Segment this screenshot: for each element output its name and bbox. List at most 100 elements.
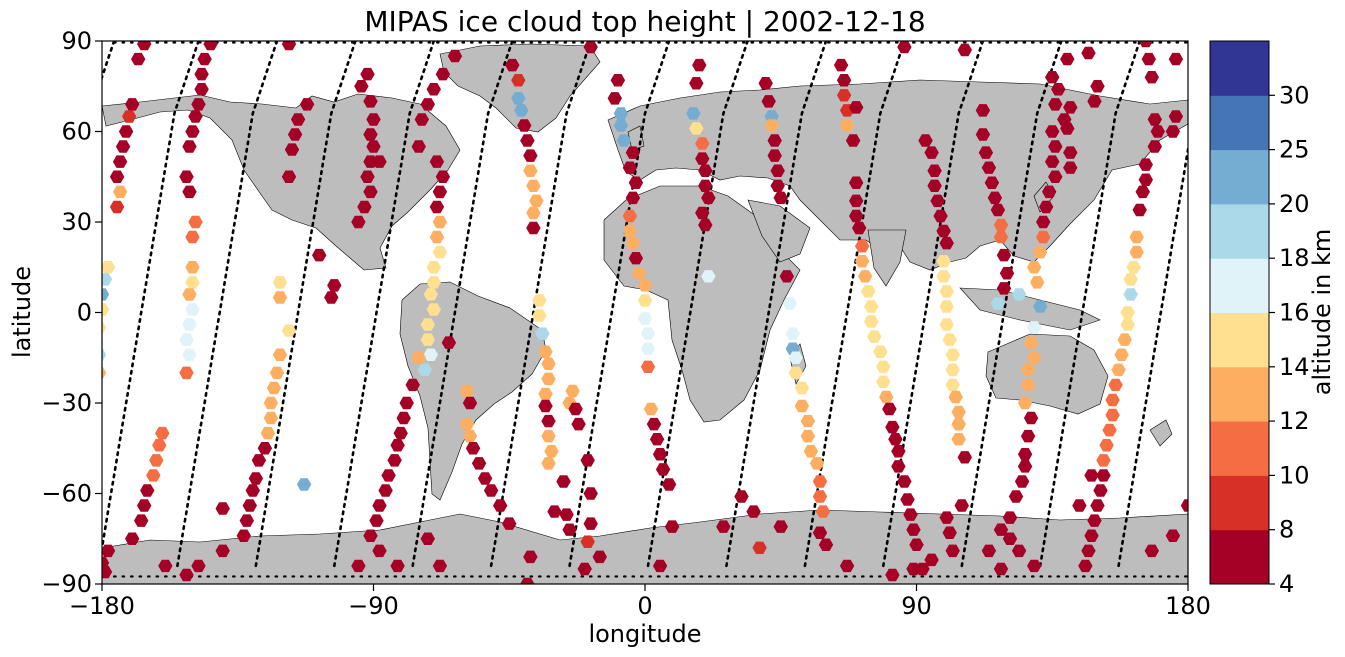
cloud-marker bbox=[182, 185, 197, 199]
cloud-marker bbox=[933, 209, 948, 223]
cloud-marker bbox=[661, 478, 677, 491]
cloud-marker bbox=[948, 390, 963, 404]
y-axis-label: latitude bbox=[8, 266, 36, 358]
cloud-marker bbox=[990, 203, 1006, 217]
cloud-marker bbox=[263, 411, 279, 425]
cloud-marker bbox=[372, 155, 387, 168]
plot-area bbox=[101, 40, 1189, 585]
cloud-marker bbox=[185, 261, 200, 274]
cloud-marker bbox=[1036, 215, 1051, 229]
cloud-marker bbox=[1090, 80, 1105, 93]
cloud-marker bbox=[523, 550, 538, 564]
cloud-marker bbox=[836, 74, 852, 87]
cloud-marker bbox=[936, 270, 951, 283]
cloud-marker bbox=[628, 252, 644, 265]
cloud-marker bbox=[695, 137, 710, 150]
orbit-track bbox=[568, 41, 671, 568]
cloud-marker bbox=[698, 179, 713, 192]
orbit-track bbox=[803, 41, 906, 568]
cloud-marker bbox=[1081, 544, 1096, 558]
cloud-marker bbox=[529, 194, 544, 208]
cloud-marker bbox=[906, 562, 921, 576]
cloud-marker bbox=[836, 89, 852, 102]
cloud-marker bbox=[701, 191, 716, 205]
cloud-marker bbox=[182, 348, 197, 361]
cloud-marker bbox=[924, 146, 939, 159]
cloud-marker bbox=[152, 439, 167, 452]
cloud-marker bbox=[1078, 559, 1093, 573]
x-tick-label: 0 bbox=[637, 592, 652, 620]
cloud-marker bbox=[885, 568, 900, 582]
cloud-marker bbox=[984, 176, 1000, 189]
cloud-marker bbox=[1063, 146, 1078, 159]
cloud-marker bbox=[583, 41, 598, 54]
cloud-marker bbox=[1002, 532, 1018, 545]
cloud-marker bbox=[888, 433, 903, 446]
cloud-marker bbox=[290, 113, 306, 126]
cloud-marker bbox=[689, 77, 704, 90]
cloud-marker bbox=[532, 294, 547, 307]
cloud-marker bbox=[993, 218, 1009, 232]
cloud-marker bbox=[1087, 95, 1102, 108]
australia-landmass bbox=[985, 333, 1109, 415]
cloud-marker bbox=[366, 140, 381, 153]
cloud-marker bbox=[686, 107, 701, 120]
cloud-marker bbox=[131, 52, 146, 66]
cloud-marker bbox=[812, 490, 828, 503]
cloud-marker bbox=[102, 321, 107, 334]
cloud-marker bbox=[990, 297, 1006, 310]
cloud-marker bbox=[179, 170, 194, 183]
cloud-marker bbox=[652, 559, 668, 573]
cloud-marker bbox=[191, 559, 206, 573]
cloud-marker bbox=[526, 221, 541, 235]
colorbar-tick-label: 4 bbox=[1279, 570, 1294, 598]
colorbar-bin bbox=[1210, 475, 1269, 531]
cloud-marker bbox=[102, 366, 107, 380]
cloud-marker bbox=[942, 526, 957, 539]
cloud-marker bbox=[788, 351, 803, 364]
cloud-marker bbox=[867, 330, 882, 343]
x-tick-label: −90 bbox=[348, 592, 399, 620]
cloud-marker bbox=[429, 155, 445, 168]
cloud-marker bbox=[266, 381, 282, 395]
cloud-marker bbox=[864, 300, 879, 313]
cloud-marker bbox=[897, 475, 912, 488]
colorbar-tick-label: 18 bbox=[1279, 244, 1310, 272]
cloud-marker bbox=[1102, 423, 1117, 437]
cloud-marker bbox=[102, 261, 116, 274]
cloud-marker bbox=[538, 399, 553, 413]
arabia-landmass bbox=[747, 199, 811, 263]
cloud-marker bbox=[251, 454, 267, 467]
cloud-marker bbox=[876, 360, 891, 373]
cloud-marker bbox=[423, 288, 438, 301]
cloud-marker bbox=[936, 224, 951, 238]
cloud-marker bbox=[613, 119, 629, 132]
cloud-marker bbox=[502, 517, 517, 530]
cloud-marker bbox=[369, 514, 384, 527]
cloud-marker bbox=[248, 472, 264, 485]
cloud-marker bbox=[284, 143, 300, 156]
cloud-marker bbox=[716, 520, 731, 533]
cloud-marker bbox=[1147, 140, 1162, 153]
cloud-marker bbox=[761, 95, 776, 108]
colorbar-tick-label: 25 bbox=[1279, 136, 1310, 164]
cloud-marker bbox=[1135, 185, 1150, 199]
cloud-marker bbox=[185, 276, 200, 289]
cloud-marker bbox=[514, 104, 529, 117]
cloud-marker bbox=[903, 508, 918, 521]
cloud-marker bbox=[535, 327, 550, 340]
cloud-marker bbox=[1008, 490, 1024, 503]
cloud-marker bbox=[215, 502, 230, 515]
cloud-marker bbox=[1129, 230, 1144, 244]
cloud-marker bbox=[1023, 411, 1039, 425]
colorbar-bin bbox=[1210, 41, 1269, 96]
cloud-marker bbox=[652, 448, 668, 461]
cloud-marker bbox=[695, 152, 710, 165]
cloud-marker bbox=[269, 366, 285, 380]
cloud-marker bbox=[245, 484, 260, 497]
africa-landmass bbox=[603, 185, 801, 423]
cloud-marker bbox=[803, 445, 819, 458]
cloud-marker bbox=[622, 209, 638, 223]
cloud-marker bbox=[263, 396, 279, 410]
cloud-marker bbox=[571, 417, 586, 431]
